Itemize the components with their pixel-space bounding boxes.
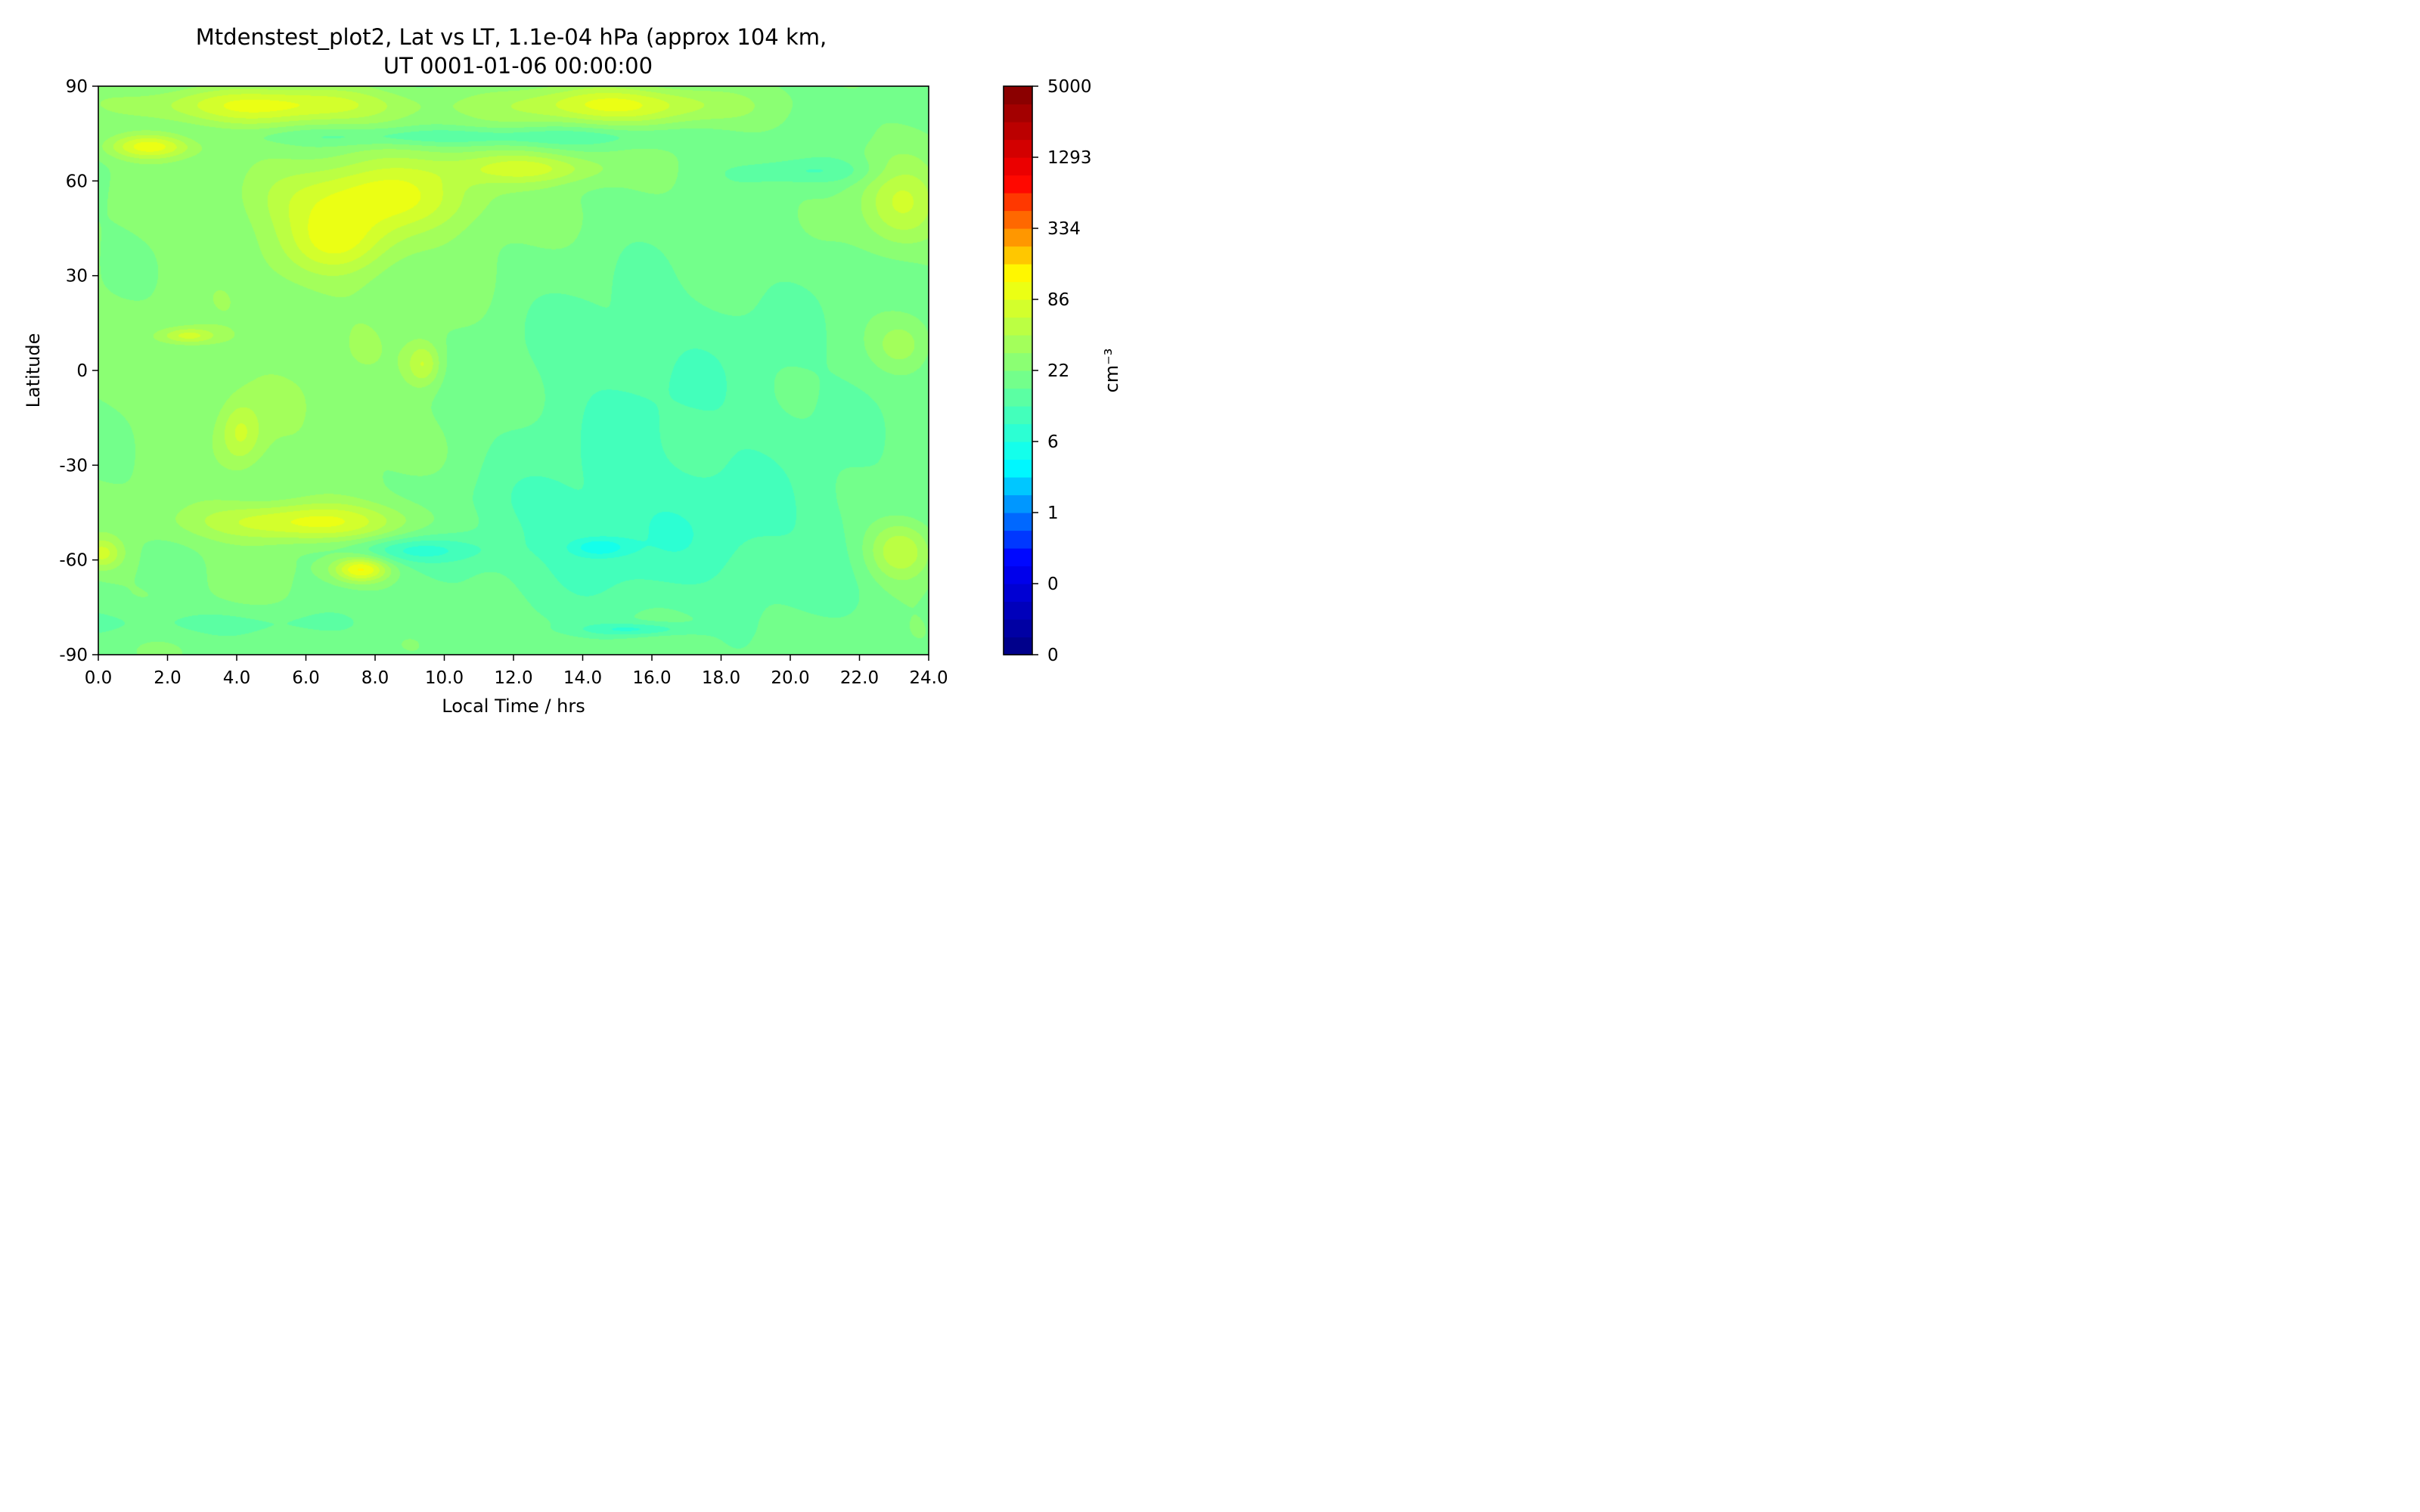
colorbar-swatch <box>1004 228 1032 247</box>
colorbar-swatch <box>1004 388 1032 407</box>
colorbar-swatch <box>1004 335 1032 354</box>
colorbar-swatch <box>1004 210 1032 229</box>
colorbar-swatch <box>1004 601 1032 620</box>
y-axis-label: Latitude <box>23 333 44 408</box>
colorbar-swatch <box>1004 442 1032 460</box>
colorbar-tick-label: 5000 <box>1047 77 1092 97</box>
y-tick-label: -60 <box>59 551 88 571</box>
colorbar-swatch <box>1004 423 1032 442</box>
x-tick-label: 4.0 <box>223 668 251 688</box>
x-tick-label: 0.0 <box>85 668 113 688</box>
x-tick-label: 8.0 <box>361 668 389 688</box>
plot-axes: 0.0 2.0 4.0 6.0 8.0 10.0 12.0 14.0 16.0 18.0 20.0 2… <box>59 77 948 688</box>
colorbar-swatch <box>1004 86 1032 105</box>
colorbar-swatch <box>1004 139 1032 158</box>
colorbar-swatch <box>1004 370 1032 389</box>
y-tick-label: 60 <box>66 172 88 191</box>
x-tick-label: 12.0 <box>494 668 532 688</box>
heatmap-field <box>98 86 929 655</box>
x-tick-label: 16.0 <box>632 668 671 688</box>
colorbar: 5000 1293 334 86 22 6 1 0 0 <box>1003 77 1092 665</box>
colorbar-label: cm⁻³ <box>1101 349 1122 393</box>
colorbar-swatch <box>1004 530 1032 549</box>
x-tick-label: 6.0 <box>292 668 320 688</box>
colorbar-tick-label: 0 <box>1047 575 1059 594</box>
colorbar-swatch <box>1004 264 1032 283</box>
colorbar-swatch <box>1004 122 1032 141</box>
colorbar-swatch <box>1004 406 1032 425</box>
colorbar-swatch <box>1004 477 1032 496</box>
x-tick-label: 18.0 <box>702 668 740 688</box>
colorbar-swatch <box>1004 459 1032 478</box>
x-tick-label: 20.0 <box>771 668 809 688</box>
colorbar-tick-label: 1293 <box>1047 148 1092 168</box>
colorbar-swatch <box>1004 513 1032 531</box>
y-tick-label: 90 <box>66 77 88 97</box>
colorbar-swatch <box>1004 548 1032 567</box>
colorbar-tick-label: 22 <box>1047 361 1069 381</box>
y-tick-label: -30 <box>59 456 88 476</box>
chart-title-line-1: Mtdenstest_plot2, Lat vs LT, 1.1e-04 hPa… <box>196 24 827 50</box>
colorbar-swatch <box>1004 299 1032 318</box>
colorbar-swatch <box>1004 175 1032 194</box>
colorbar-swatch <box>1004 157 1032 176</box>
x-tick-label: 2.0 <box>154 668 182 688</box>
x-tick-label: 22.0 <box>840 668 879 688</box>
colorbar-tick-label: 6 <box>1047 432 1059 452</box>
colorbar-swatch <box>1004 246 1032 265</box>
colorbar-swatch <box>1004 565 1032 584</box>
colorbar-swatch <box>1004 619 1032 638</box>
chart-title-line-2: UT 0001-01-06 00:00:00 <box>383 53 653 79</box>
colorbar-swatch <box>1004 494 1032 513</box>
y-tick-label: 0 <box>76 361 88 381</box>
x-tick-label: 10.0 <box>425 668 464 688</box>
colorbar-tick-label: 0 <box>1047 646 1059 665</box>
colorbar-swatch <box>1004 193 1032 212</box>
colorbar-swatch <box>1004 584 1032 603</box>
x-tick-label: 24.0 <box>909 668 948 688</box>
x-axis-label: Local Time / hrs <box>442 696 585 717</box>
chart-figure: Mtdenstest_plot2, Lat vs LT, 1.1e-04 hPa… <box>0 0 1172 732</box>
colorbar-tick-label: 86 <box>1047 290 1069 310</box>
y-tick-label: -90 <box>59 646 88 665</box>
colorbar-swatch <box>1004 104 1032 122</box>
x-tick-label: 14.0 <box>563 668 602 688</box>
colorbar-swatch <box>1004 281 1032 300</box>
colorbar-swatch <box>1004 317 1032 336</box>
y-tick-label: 30 <box>66 267 88 287</box>
colorbar-swatch <box>1004 637 1032 655</box>
colorbar-tick-label: 334 <box>1047 219 1081 239</box>
colorbar-tick-label: 1 <box>1047 503 1059 523</box>
colorbar-swatch <box>1004 352 1032 371</box>
